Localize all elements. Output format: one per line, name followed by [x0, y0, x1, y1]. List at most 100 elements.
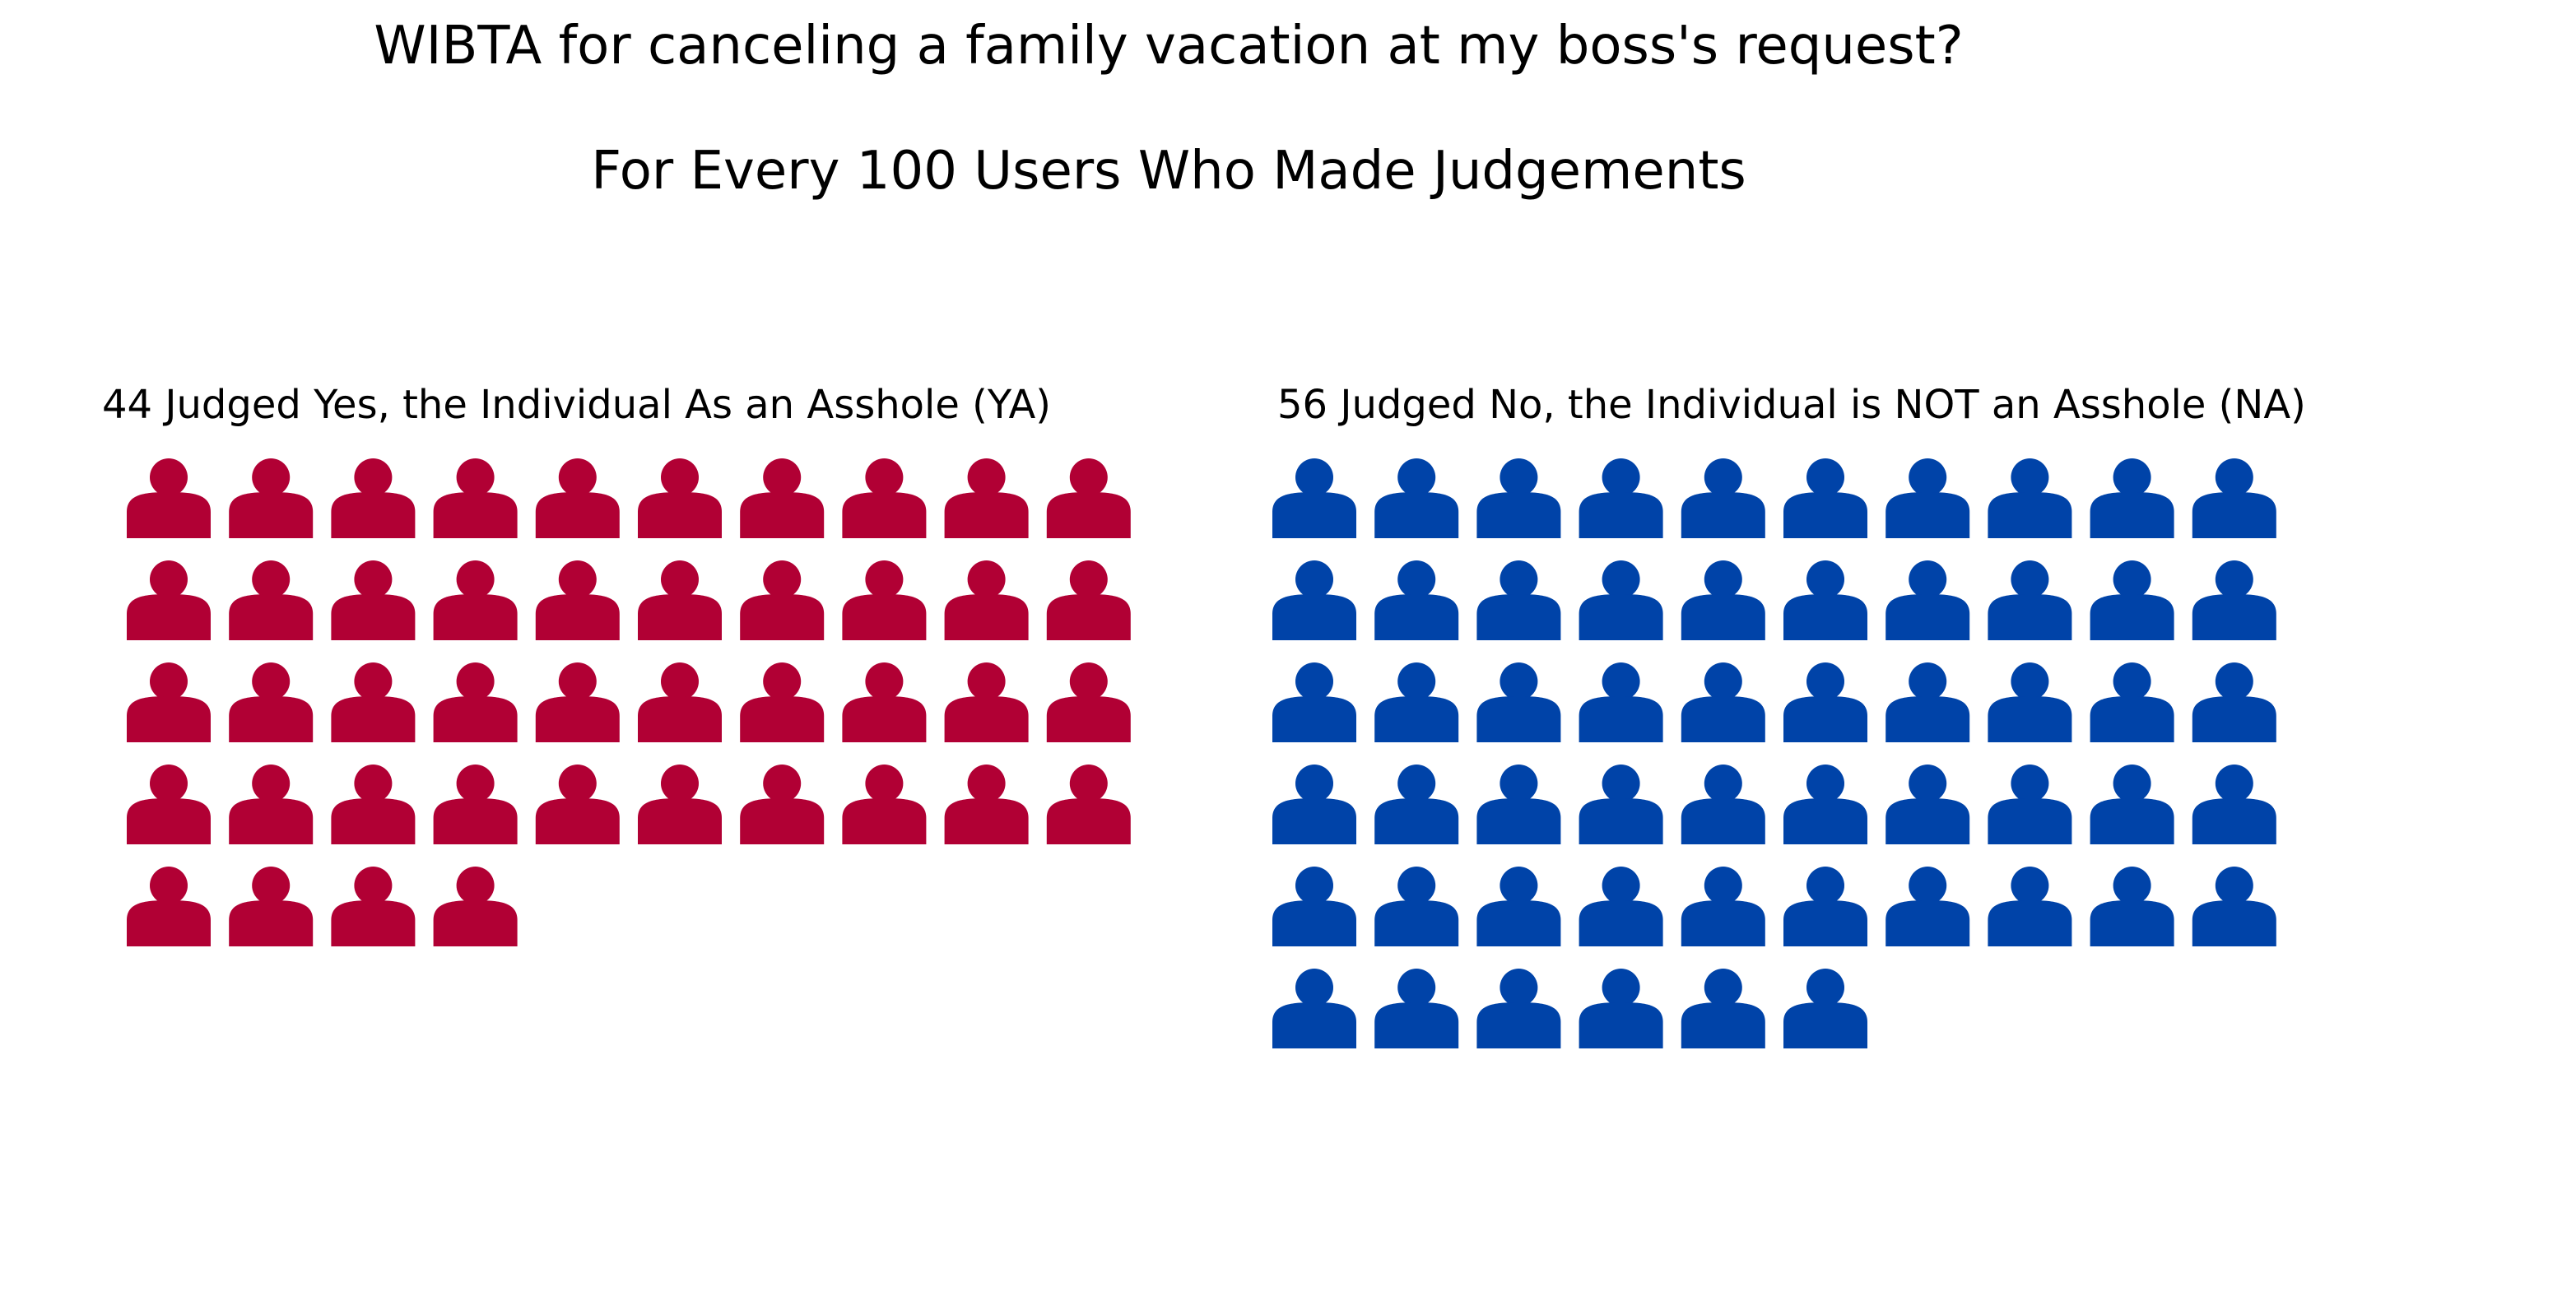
- person-icon: [1272, 458, 1356, 538]
- person-icon: [2090, 765, 2174, 844]
- person-icon: [1579, 458, 1663, 538]
- panel-title-ya: 44 Judged Yes, the Individual As an Assh…: [102, 382, 1052, 428]
- person-icon: [1374, 662, 1459, 742]
- person-icon: [1886, 765, 1970, 844]
- person-icon: [1476, 969, 1561, 1048]
- person-icon: [535, 765, 620, 844]
- person-icon: [740, 458, 825, 538]
- person-icon: [331, 560, 416, 640]
- person-icon: [1046, 560, 1131, 640]
- person-icon: [2192, 765, 2276, 844]
- person-icon: [1046, 458, 1131, 538]
- person-icon: [1783, 867, 1867, 946]
- person-icon: [1988, 765, 2072, 844]
- person-icon: [944, 765, 1029, 844]
- person-icon: [331, 867, 416, 946]
- person-icon: [229, 867, 314, 946]
- person-icon: [1272, 765, 1356, 844]
- icon-grid-na: [1272, 458, 2276, 1048]
- person-icon: [842, 662, 927, 742]
- person-icon: [433, 765, 518, 844]
- person-icon: [1579, 867, 1663, 946]
- person-icon: [433, 867, 518, 946]
- person-icon: [1579, 662, 1663, 742]
- chart-title: WIBTA for canceling a family vacation at…: [374, 16, 1964, 77]
- person-icon: [1476, 560, 1561, 640]
- person-icon: [944, 458, 1029, 538]
- person-icon: [229, 560, 314, 640]
- person-icon: [433, 458, 518, 538]
- person-icon: [127, 765, 211, 844]
- person-icon: [127, 458, 211, 538]
- person-icon: [331, 765, 416, 844]
- person-icon: [127, 662, 211, 742]
- person-icon: [1886, 560, 1970, 640]
- person-icon: [1783, 969, 1867, 1048]
- person-icon: [1681, 662, 1765, 742]
- person-icon: [1579, 560, 1663, 640]
- person-icon: [1272, 560, 1356, 640]
- person-icon: [1988, 867, 2072, 946]
- person-icon: [1046, 765, 1131, 844]
- person-icon: [2192, 867, 2276, 946]
- person-icon: [229, 765, 314, 844]
- person-icon: [944, 662, 1029, 742]
- person-icon: [433, 560, 518, 640]
- person-icon: [229, 662, 314, 742]
- person-icon: [535, 662, 620, 742]
- person-icon: [331, 662, 416, 742]
- person-icon: [1681, 560, 1765, 640]
- person-icon: [331, 458, 416, 538]
- person-icon: [229, 458, 314, 538]
- person-icon: [2090, 662, 2174, 742]
- chart-subtitle: For Every 100 Users Who Made Judgements: [591, 141, 1746, 202]
- person-icon: [1046, 662, 1131, 742]
- person-icon: [1886, 662, 1970, 742]
- person-icon: [1988, 458, 2072, 538]
- person-icon: [1681, 867, 1765, 946]
- person-icon: [638, 458, 722, 538]
- person-icon: [1783, 560, 1867, 640]
- person-icon: [2090, 458, 2174, 538]
- person-icon: [740, 560, 825, 640]
- person-icon: [1374, 765, 1459, 844]
- person-icon: [433, 662, 518, 742]
- person-icon: [1374, 969, 1459, 1048]
- person-icon: [842, 765, 927, 844]
- person-icon: [1476, 765, 1561, 844]
- person-icon: [1579, 765, 1663, 844]
- person-icon: [1374, 867, 1459, 946]
- person-icon: [1476, 458, 1561, 538]
- person-icon: [1476, 867, 1561, 946]
- person-icon: [1886, 867, 1970, 946]
- person-icon: [1374, 458, 1459, 538]
- person-icon: [2192, 458, 2276, 538]
- person-icon: [638, 560, 722, 640]
- person-icon: [535, 458, 620, 538]
- icon-grid-ya: [127, 458, 1131, 946]
- person-icon: [1988, 662, 2072, 742]
- person-icon: [1783, 765, 1867, 844]
- person-icon: [1272, 969, 1356, 1048]
- person-icon: [1272, 867, 1356, 946]
- person-icon: [1988, 560, 2072, 640]
- person-icon: [842, 458, 927, 538]
- person-icon: [1783, 662, 1867, 742]
- person-icon: [127, 867, 211, 946]
- person-icon: [1579, 969, 1663, 1048]
- person-icon: [1374, 560, 1459, 640]
- person-icon: [2090, 867, 2174, 946]
- person-icon: [127, 560, 211, 640]
- person-icon: [2192, 662, 2276, 742]
- person-icon: [2090, 560, 2174, 640]
- person-icon: [638, 765, 722, 844]
- person-icon: [1681, 458, 1765, 538]
- person-icon: [1476, 662, 1561, 742]
- person-icon: [842, 560, 927, 640]
- person-icon: [638, 662, 722, 742]
- person-icon: [1272, 662, 1356, 742]
- person-icon: [944, 560, 1029, 640]
- panel-title-na: 56 Judged No, the Individual is NOT an A…: [1277, 382, 2306, 428]
- person-icon: [1886, 458, 1970, 538]
